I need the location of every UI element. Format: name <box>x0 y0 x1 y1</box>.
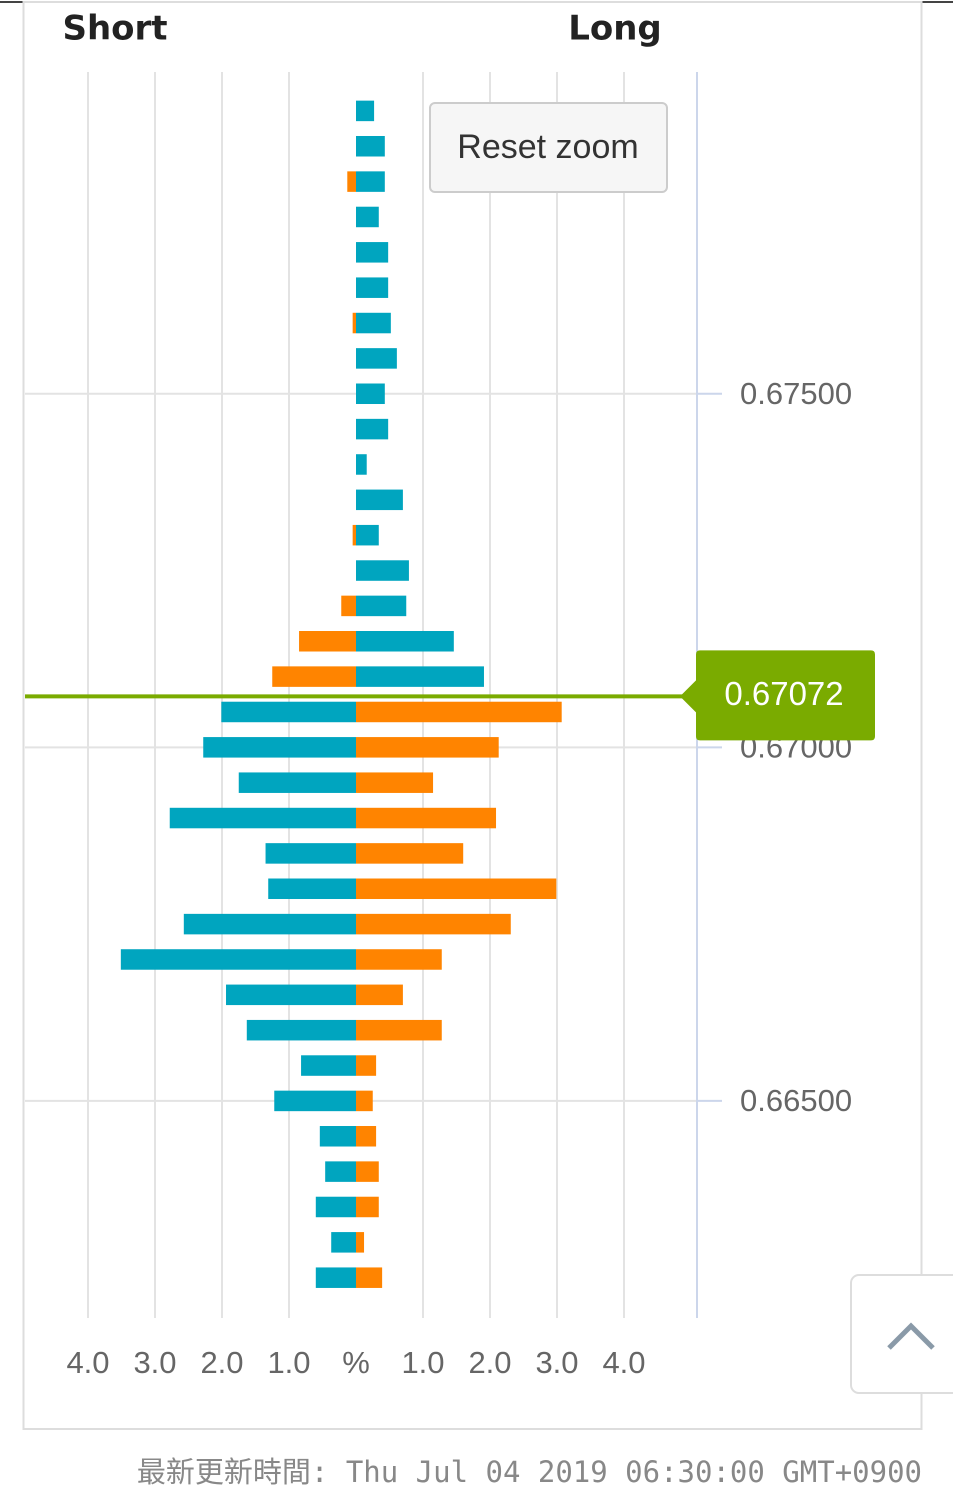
bar <box>325 1161 356 1182</box>
bar <box>356 1055 377 1076</box>
bar <box>120 949 356 970</box>
bar <box>169 807 356 829</box>
bar <box>356 489 403 511</box>
button-box[interactable] <box>429 102 668 193</box>
bar <box>356 1090 373 1112</box>
bar <box>356 135 385 157</box>
bar <box>356 100 375 122</box>
current-price-box <box>680 650 875 741</box>
bar <box>356 348 397 369</box>
bar <box>356 1126 377 1147</box>
bar <box>356 701 562 723</box>
bar <box>315 1196 356 1218</box>
x-tick-label: 1.0 <box>267 1345 310 1380</box>
bar <box>356 666 484 687</box>
bar <box>356 1267 383 1288</box>
bar <box>352 524 356 546</box>
bar <box>356 1161 379 1182</box>
bar <box>356 737 499 758</box>
bar <box>356 312 391 334</box>
bar <box>356 878 557 900</box>
bar <box>274 1090 356 1112</box>
bar <box>341 595 356 617</box>
x-tick-label: % <box>342 1345 370 1380</box>
bar <box>356 913 511 935</box>
bar <box>356 206 379 228</box>
short-header: Short <box>62 9 167 49</box>
bar <box>356 631 454 652</box>
footer-timestamp: 最新更新時間: Thu Jul 04 2019 06:30:00 GMT+090… <box>137 1455 922 1489</box>
x-tick-label: 4.0 <box>602 1345 645 1380</box>
x-tick-label: 3.0 <box>535 1345 578 1380</box>
bar <box>347 171 356 192</box>
bar <box>356 807 497 829</box>
bar <box>356 843 464 864</box>
bar <box>203 737 356 758</box>
long-header: Long <box>568 9 662 49</box>
y-tick-label: 0.66500 <box>740 1083 852 1118</box>
x-tick-label: 3.0 <box>133 1345 176 1380</box>
bar <box>356 560 409 581</box>
bar <box>356 242 389 263</box>
chevron-icon[interactable] <box>887 1322 935 1350</box>
bar <box>356 454 367 475</box>
plot: 4.0 3.0 2.0 1.0% 1.0 2.0 3.0 4.00.675000.670000… <box>25 72 875 1380</box>
bar <box>356 1232 365 1253</box>
bar <box>356 984 403 1006</box>
bar <box>356 1196 379 1218</box>
bar <box>356 949 442 970</box>
bar <box>315 1267 356 1288</box>
chart-frame <box>22 1 923 1430</box>
button-label[interactable]: Reset zoom <box>457 128 638 166</box>
bar <box>226 984 356 1006</box>
bar <box>319 1126 356 1147</box>
bar <box>221 701 356 723</box>
bar <box>356 277 389 298</box>
bar <box>299 631 356 652</box>
bar <box>272 666 356 687</box>
bar <box>183 913 356 935</box>
bar <box>356 595 407 617</box>
bar <box>301 1055 356 1076</box>
bar <box>356 1019 442 1041</box>
bar <box>356 418 389 440</box>
bar <box>246 1019 356 1041</box>
bar <box>356 171 385 192</box>
bar <box>356 772 434 793</box>
bar <box>356 524 379 546</box>
bar <box>352 312 356 334</box>
scroll-top-button[interactable] <box>850 1274 953 1394</box>
y-tick-label: 0.67500 <box>740 376 852 411</box>
bar <box>331 1232 356 1253</box>
x-tick-label: 2.0 <box>468 1345 511 1380</box>
bar <box>356 383 385 405</box>
reset-zoom-button[interactable]: Reset zoom <box>429 102 668 193</box>
bar <box>265 843 356 864</box>
bar <box>268 878 356 900</box>
x-tick-label: 1.0 <box>401 1345 444 1380</box>
x-tick-label: 4.0 <box>66 1345 109 1380</box>
x-tick-label: 2.0 <box>200 1345 243 1380</box>
bar <box>238 772 356 793</box>
current-price-label: 0.67072 <box>724 675 843 712</box>
